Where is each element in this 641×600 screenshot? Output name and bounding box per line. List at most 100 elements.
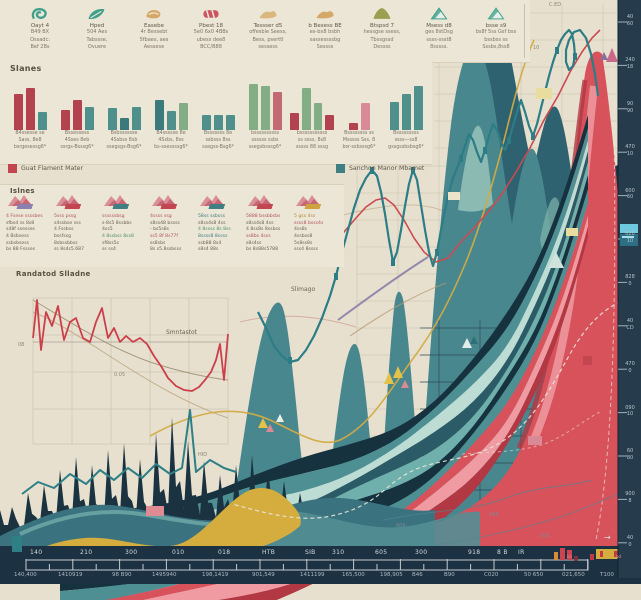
stat-card[interactable]: 58ss ssbsss s8ss4s8 4ss 4 8ssss 8s 8ss 8sss… — [198, 192, 244, 254]
top-icon-card[interactable]: Tessser d5 offesble Seess, Bess, pserttl se… — [240, 6, 296, 52]
bar — [178, 103, 188, 130]
yellow-footer-widget[interactable] — [596, 549, 622, 559]
mini-bar-group[interactable]: Bsbsssssse 4Ssbss 8sb ssegsgs-Bsg6* — [102, 84, 146, 152]
right-axis-label: 40 0 — [626, 534, 634, 548]
bar — [301, 88, 311, 130]
mini-bar-group[interactable]: Bssessess 4Sses 8eb ssrgs-Bsssg6* — [55, 84, 99, 152]
bar — [348, 123, 358, 130]
red-trend-line — [331, 29, 601, 263]
annotation-text: 160 — [489, 512, 499, 518]
bar — [201, 115, 211, 130]
annotation-text: Smntastot — [166, 329, 197, 336]
top-icon-card[interactable]: Hped 504 Aes Tabssse, Ovuere — [69, 6, 125, 52]
footer-value-label: 198,1419 — [202, 572, 229, 578]
annotation-text: 0.05 — [114, 372, 126, 378]
mountain-stat-icon — [8, 195, 34, 209]
footer-tick-label: IR — [518, 549, 525, 556]
footer-value-label: 50 650 — [524, 572, 544, 578]
top-icon-card[interactable]: Msess d8 ges 8stDsg ssss-ssst8 8sssss. — [411, 6, 467, 52]
bar — [260, 86, 270, 130]
sidebar-widget[interactable] — [620, 224, 638, 246]
bar — [37, 112, 47, 130]
mountain-stat-icon — [152, 195, 178, 209]
footer-value-label: C020 — [484, 572, 499, 578]
section-header-mid: Islnes — [10, 187, 35, 195]
triangle-marker — [606, 48, 618, 62]
bar — [13, 94, 23, 130]
mini-bar-group[interactable]: bssssssssss ssssss ssbs ssegsbsssg6* — [243, 84, 287, 152]
bar-chart-panel — [0, 62, 432, 165]
mountain-stat-icon — [248, 195, 274, 209]
shape-markers — [146, 48, 618, 516]
bar — [248, 84, 258, 130]
gold-trend-line — [149, 39, 535, 444]
mountain-stat-icon — [56, 195, 82, 209]
left-chart-header: Randatod Slladne — [16, 270, 91, 278]
legend-item-red[interactable]: Guat Flament Mater — [8, 164, 83, 173]
annotation-text: Slimago — [291, 286, 316, 293]
right-axis-label: 40 60 — [626, 14, 634, 27]
stat-card-panel — [0, 184, 344, 267]
triangle-marker — [384, 372, 394, 384]
footer-value-label: 1410919 — [58, 572, 83, 578]
stat-card[interactable]: 5888 bssbbsbs s8ss4s8 4ss 4 8ss8s 8ssbss ss… — [246, 192, 292, 254]
mountain-stat-icon — [200, 195, 226, 209]
top-icon-card[interactable]: bsse s9 bs8f 5ss Gsf bss bssbss ss Sssbs,8s… — [468, 6, 524, 52]
bar — [60, 110, 70, 130]
top-icon-card[interactable]: Btspsd 7 hessgse ssess, Tbssgssd Dessss — [354, 6, 410, 52]
footer-tick-label: 605 — [375, 549, 388, 556]
footer-tick-label: SIB — [305, 549, 316, 556]
main-teal-line — [257, 28, 600, 364]
red-square-marker — [583, 356, 592, 365]
stat-card[interactable]: 4ssss ssg s8ss48 bssss - bs5s8s ss5 8f 8s77… — [150, 192, 196, 254]
faint-teal-lines — [383, 479, 619, 546]
annotation-text: 08 — [18, 342, 25, 348]
stat-card[interactable]: 4 Fsese ssssbes sfbsd ss 8s8 s48f ssesses 4… — [6, 192, 52, 254]
left-red-line — [32, 299, 229, 392]
legend-label: Sanchon Manor Mbamet — [349, 165, 425, 172]
section-header-top: Slanes — [10, 64, 42, 73]
annotation-text: bd — [616, 554, 622, 559]
triangle-marker — [600, 52, 608, 60]
legend-item-teal[interactable]: Sanchon Manor Mbamet — [336, 164, 424, 173]
annotation-text: 600 — [396, 523, 406, 529]
triangle-marker — [401, 380, 409, 388]
dune-icon — [314, 6, 336, 21]
stat-card[interactable]: ssssssbsg s-8s5 8ssbbs 4ss5 4 8ssbss 8ss8 sf… — [102, 192, 148, 254]
right-axis-label: 900 8 — [625, 491, 635, 505]
annotation-text: 10 — [533, 45, 540, 51]
sashimi-icon — [200, 6, 222, 21]
right-axis-rail — [617, 0, 641, 578]
mini-bar-group[interactable]: Bssssssss ss Msssss Sss, 8 bsr-ssbsssg6* — [337, 84, 381, 152]
footer-tick-label: HTB — [262, 549, 276, 556]
stat-card[interactable]: 5 gss 4ss ssss8 bsss4s 4ss8s 4ssbss8 5s8ss8s… — [294, 192, 340, 254]
top-icon-card[interactable]: b Besess BE es-bx8 bsbh sassessssbg Sessss — [297, 6, 353, 52]
mini-bar-group[interactable]: B4ssesse se Sass, 8e8 bsrgesessg6* — [8, 84, 52, 152]
footer-value-label: 1495940 — [152, 572, 177, 578]
footer-tick-label: 310 — [332, 549, 345, 556]
mini-footer-bars — [554, 548, 622, 561]
mini-bar-group[interactable]: Bsssssssss ssss—ss8 gssgssbsbsg6* — [384, 84, 428, 152]
footer-value-label: 1411199 — [300, 572, 325, 578]
footer-value-label: T100 — [600, 572, 614, 578]
right-axis-label: 470 10 — [625, 144, 635, 157]
cone-icon — [485, 6, 507, 21]
top-icon-card[interactable]: Oayt 4 B49 BX Ossadc: Bef 2Bs — [12, 6, 68, 52]
bar — [119, 118, 129, 130]
triangle-marker — [276, 414, 284, 422]
yellow-flag-marker — [566, 228, 578, 236]
yellow-flag-marker — [536, 88, 552, 99]
mini-bar-group[interactable]: B4ssssse 8e 4Ssbs, 8ss bs-ssessssg6* — [149, 84, 193, 152]
bar — [401, 94, 411, 130]
footer-tick-label: 300 — [415, 549, 428, 556]
stat-card[interactable]: 5sss pssg s4ssbse sss 4 Fssbss bssfssg 8sbss… — [54, 192, 100, 254]
top-icon-card[interactable]: Pbest 18 5e0 6x0 4BBs ubess dee8 BCC/B88 — [183, 6, 239, 52]
mountain-stat-icon — [104, 195, 130, 209]
arrow-icon[interactable]: → — [604, 533, 611, 542]
mini-bar-group[interactable]: Bsssssss 8e ssbsss 8ss ssegss-Bsg6* — [196, 84, 240, 152]
top-icon-card[interactable]: Easebe 4r Bessebt 5fbaes, aes Aessese — [126, 6, 182, 52]
bar — [84, 107, 94, 130]
mini-bar-group[interactable]: bsssssssssss ss ssss, 8s8 sssss 88 sssg — [290, 84, 334, 152]
triangle-marker — [470, 336, 478, 344]
